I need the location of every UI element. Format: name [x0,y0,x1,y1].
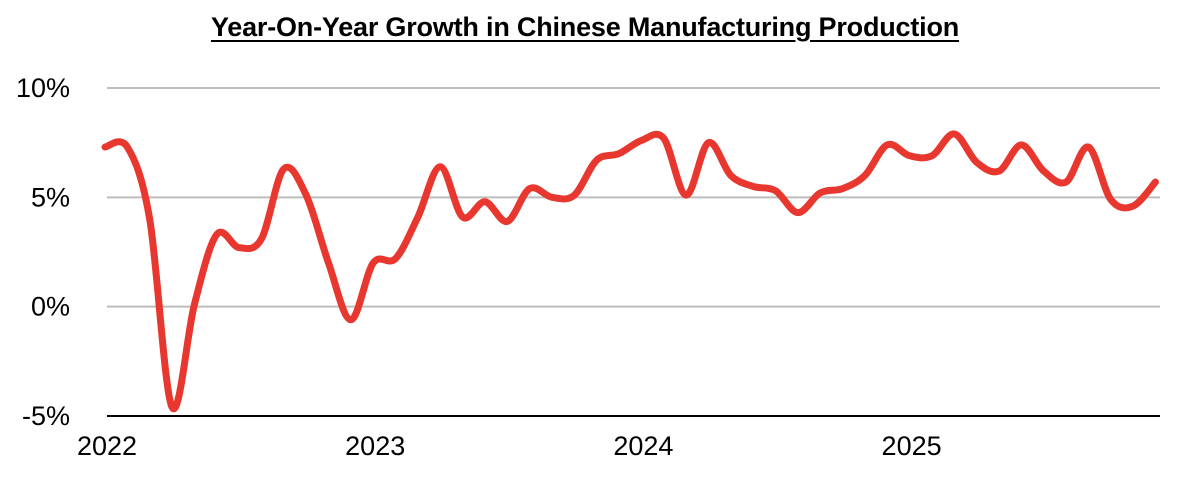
x-tick-label: 2025 [882,431,942,461]
x-tick-label: 2022 [77,431,137,461]
y-tick-label: 5% [31,182,70,212]
y-tick-label: -5% [22,401,70,431]
y-tick-label: 10% [16,73,70,103]
grid-lines [107,87,1160,308]
y-axis-tick-labels: -5% 0% 5% 10% [16,73,70,431]
y-tick-label: 0% [31,292,70,322]
x-axis-tick-labels: 2022 2023 2024 2025 [77,431,942,461]
x-tick-label: 2023 [345,431,405,461]
series-line-manufacturing-growth [101,130,1159,413]
chart-title: Year-On-Year Growth in Chinese Manufactu… [210,12,960,42]
x-tick-label: 2024 [613,431,673,461]
